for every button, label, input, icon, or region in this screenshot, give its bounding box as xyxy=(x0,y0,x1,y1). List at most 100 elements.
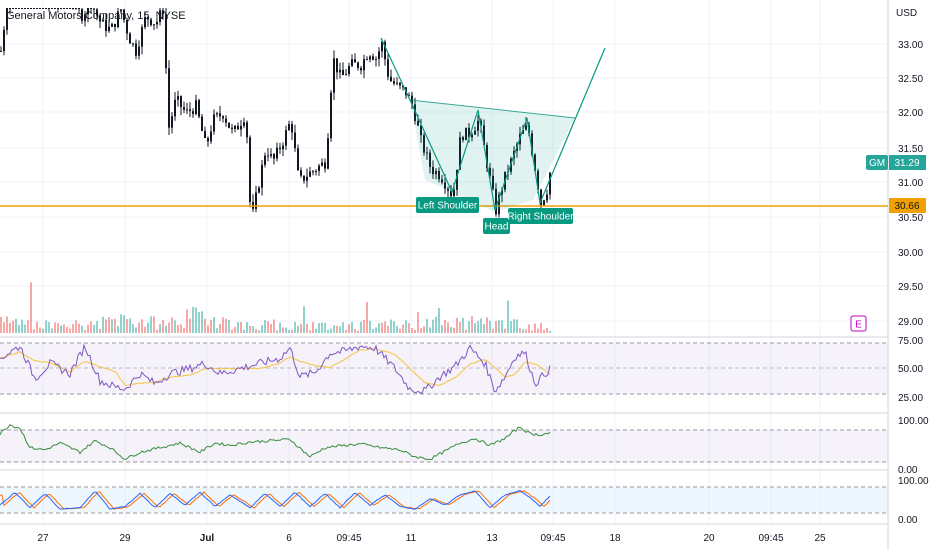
candle-body xyxy=(243,122,245,126)
volume-bar xyxy=(216,328,218,333)
candle-body xyxy=(414,104,416,122)
candle-body xyxy=(543,200,545,206)
candle-body xyxy=(99,15,101,22)
volume-bar xyxy=(534,323,536,333)
volume-bar xyxy=(303,306,305,333)
volume-bar xyxy=(267,321,269,333)
volume-bar xyxy=(291,329,293,333)
candle-body xyxy=(129,33,131,44)
price-tick: 33.00 xyxy=(898,40,923,51)
time-tick: 25 xyxy=(814,533,826,544)
candle-body xyxy=(462,137,464,141)
candle-body xyxy=(486,145,488,168)
price-tick: 32.00 xyxy=(898,108,923,119)
candle-body xyxy=(549,172,551,195)
stoch-k-line xyxy=(0,489,551,510)
candle-body xyxy=(483,125,485,146)
candle-body xyxy=(198,100,200,117)
candle-body xyxy=(174,99,176,117)
candle-body xyxy=(210,131,212,142)
volume-bar xyxy=(309,330,311,333)
volume-bar xyxy=(276,330,278,333)
volume-bar xyxy=(513,319,515,333)
volume-bar xyxy=(144,326,146,333)
stoch-axis[interactable]: 100.00 0.00 xyxy=(898,476,929,526)
volume-bar xyxy=(483,323,485,333)
volume-bar xyxy=(225,318,227,333)
candle-body xyxy=(255,192,257,209)
candle-body xyxy=(363,59,365,71)
volume-bar xyxy=(510,321,512,333)
volume-bar xyxy=(399,328,401,333)
symbol-badge[interactable]: GM xyxy=(866,155,888,170)
volume-bar xyxy=(402,324,404,333)
candle-body xyxy=(228,122,230,128)
osc-tick: 100.00 xyxy=(898,416,929,427)
candle-body xyxy=(165,14,167,69)
earnings-marker[interactable]: E xyxy=(850,315,867,332)
price-tick: 30.00 xyxy=(898,248,923,259)
candle-body xyxy=(225,118,227,123)
head-and-shoulders-pattern[interactable] xyxy=(380,37,606,212)
rsi-tick: 25.00 xyxy=(898,393,923,404)
volume-bar xyxy=(243,329,245,333)
volume-bar xyxy=(531,330,533,333)
volume-bar xyxy=(411,328,413,333)
candle-body xyxy=(153,24,155,26)
candle-body xyxy=(273,154,275,159)
candle-body xyxy=(267,155,269,157)
label-right-shoulder[interactable]: Right Shoulder xyxy=(507,208,574,224)
volume-bar xyxy=(18,324,20,333)
volume-bar xyxy=(264,319,266,333)
volume-bar xyxy=(549,330,551,333)
time-tick: 11 xyxy=(406,533,417,544)
candle-body xyxy=(114,23,116,28)
volume-bar xyxy=(0,316,2,333)
osc-axis[interactable]: 100.00 0.00 xyxy=(898,416,929,476)
candle-body xyxy=(246,122,248,138)
support-price-text: 30.66 xyxy=(894,201,919,212)
price-axis[interactable]: USD 33.00 32.50 32.00 31.50 31.00 30.50 … xyxy=(896,8,923,328)
price-tick: 31.50 xyxy=(898,144,923,155)
candle-body xyxy=(432,166,434,175)
volume-bar xyxy=(165,325,167,333)
label-left-shoulder[interactable]: Left Shoulder xyxy=(416,197,479,213)
volume-bar xyxy=(93,324,95,333)
volume-bar xyxy=(339,326,341,333)
candle-body xyxy=(249,137,251,202)
candle-body xyxy=(381,41,383,52)
label-head[interactable]: Head xyxy=(483,218,510,234)
candle-body xyxy=(141,27,143,47)
volume-bar xyxy=(69,328,71,333)
volume-bar xyxy=(186,309,188,333)
support-price-badge[interactable]: 30.66 xyxy=(889,198,926,213)
candle-body xyxy=(426,152,428,154)
candle-body xyxy=(309,171,311,177)
candle-body xyxy=(93,8,95,10)
volume-bar xyxy=(150,316,152,333)
rsi-axis[interactable]: 75.00 50.00 25.00 xyxy=(898,336,923,404)
volume-bar xyxy=(129,318,131,333)
time-tick: Jul xyxy=(200,533,215,544)
time-axis[interactable]: 27 29 Jul 6 09:45 11 13 09:45 18 20 09:4… xyxy=(37,533,826,544)
stoch-levels xyxy=(0,486,888,514)
volume-bar xyxy=(60,325,62,333)
volume-bar xyxy=(315,328,317,333)
volume-bar xyxy=(90,321,92,333)
volume-bar xyxy=(201,311,203,333)
volume-bar xyxy=(57,323,59,333)
volume-bar xyxy=(48,322,50,333)
stoch-tick: 0.00 xyxy=(898,515,918,526)
candle-body xyxy=(291,123,293,133)
candle-body xyxy=(75,8,77,9)
last-price-badge[interactable]: 31.29 xyxy=(889,155,926,170)
time-tick: 6 xyxy=(286,533,292,544)
volume-bar xyxy=(447,322,449,333)
candle-body xyxy=(78,8,80,10)
volume-bar xyxy=(507,300,509,333)
volume-bar xyxy=(273,319,275,333)
rsi-tick: 75.00 xyxy=(898,336,923,347)
volume-bar xyxy=(24,324,26,333)
